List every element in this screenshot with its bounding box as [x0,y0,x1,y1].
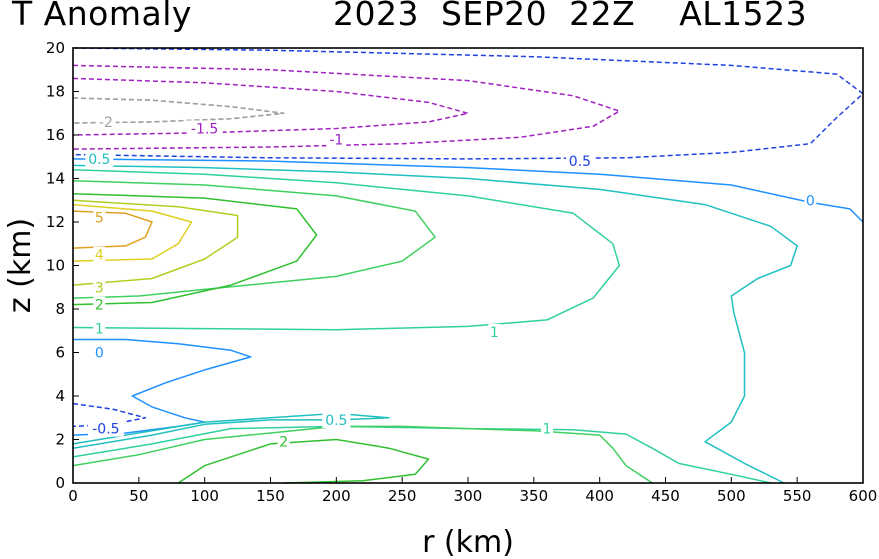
contour-label-background [93,344,106,361]
y-tick-label: 12 [46,213,65,231]
x-tick-label: 300 [454,487,483,505]
x-tick-label: 150 [256,487,285,505]
y-tick-label: 20 [46,39,65,57]
contour-line-0 [72,158,864,223]
contour-label-background [804,192,817,209]
contour-label: 2 [279,435,288,451]
contour-line-5 [72,210,153,249]
contour-lines [72,47,864,484]
contour-line--1 [72,64,621,150]
contour-line-3 [72,199,239,286]
contour-label: 3 [95,280,104,296]
y-tick-label: 10 [46,257,65,275]
contour-label: 4 [95,248,104,264]
contour-label-background [326,131,347,148]
y-tick-label: 8 [55,300,65,318]
contour-label-background [93,320,106,337]
contour-label: 0.5 [569,154,591,170]
x-tick-label: 450 [651,487,680,505]
contour-label-background [93,279,106,296]
contour-line--0p5 [72,47,864,160]
x-tick-label: 350 [520,487,549,505]
contour-label: 2 [95,298,104,314]
contour-line-0p5 [72,164,798,484]
y-tick-label: 16 [46,126,65,144]
contour-labels: -2 -1.5 -1 0.5 0.5 0 5 4 3 2 1 1 0 -0.5 0.5 1 2 [85,113,817,451]
contour-label-background [541,420,553,437]
x-tick-label: 500 [717,487,746,505]
contour-line-2 [72,192,318,306]
contour-label-background [322,411,351,428]
y-tick-label: 0 [55,474,65,492]
contour-label-background [85,150,114,167]
x-axis-label: r (km) [422,525,514,559]
y-tick-label: 4 [55,387,65,405]
contour-label: 1 [490,325,499,341]
y-axis-label: z (km) [3,218,38,313]
y-tick-label: 2 [55,431,65,449]
contour-line-4 [72,203,193,262]
contour-label: 1 [543,422,552,438]
x-tick-label: 50 [129,487,148,505]
x-tick-label: 250 [388,487,417,505]
x-tick-label: 600 [849,487,878,505]
contour-label-background [93,296,106,313]
contour-label: 1 [95,322,104,338]
x-axis-ticks: 0 50 100 150 200 250 300 350 400 450 500 550 600 [68,477,877,505]
contour-label-background [565,153,594,170]
contour-label: -1.5 [191,121,218,137]
contour-line-1 [72,425,771,484]
contour-label: -2 [99,115,113,131]
x-tick-label: 0 [68,487,78,505]
contour-line--2 [72,97,285,124]
contour-line-0p5 [72,412,390,449]
x-tick-label: 100 [190,487,219,505]
contour-label-background [277,433,290,450]
chart-subtitle: 2023 SEP20 22Z AL1523 [333,0,808,33]
contour-label: -1 [329,132,343,148]
contour-label: 0 [806,193,815,209]
chart-title: T Anomaly [12,0,192,33]
contour-line--1p5 [72,77,469,136]
contour-label: 0.5 [88,152,110,168]
contour-label-background [95,113,116,130]
x-tick-label: 200 [322,487,351,505]
contour-line-2 [177,438,430,484]
y-axis-ticks: 0 2 4 6 8 10 12 14 16 18 20 [46,39,79,492]
contour-line-1 [72,169,621,331]
contour-label: 0 [95,346,104,362]
contour-label-background [93,209,106,226]
contour-label: -0.5 [92,422,119,438]
x-tick-label: 400 [585,487,614,505]
contour-label-background [87,420,124,437]
plot-frame [72,47,864,484]
y-tick-label: 14 [46,170,65,188]
contour-label: 0.5 [325,413,347,429]
y-tick-label: 6 [55,344,65,362]
x-tick-label: 550 [783,487,812,505]
contour-label: 5 [95,211,104,227]
y-tick-label: 18 [46,83,65,101]
contour-line-1p5 [72,179,436,299]
contour-label-background [93,246,106,263]
contour-line-1p5 [72,425,653,484]
contour-label-background [186,120,223,137]
contour-label-background [488,323,501,340]
